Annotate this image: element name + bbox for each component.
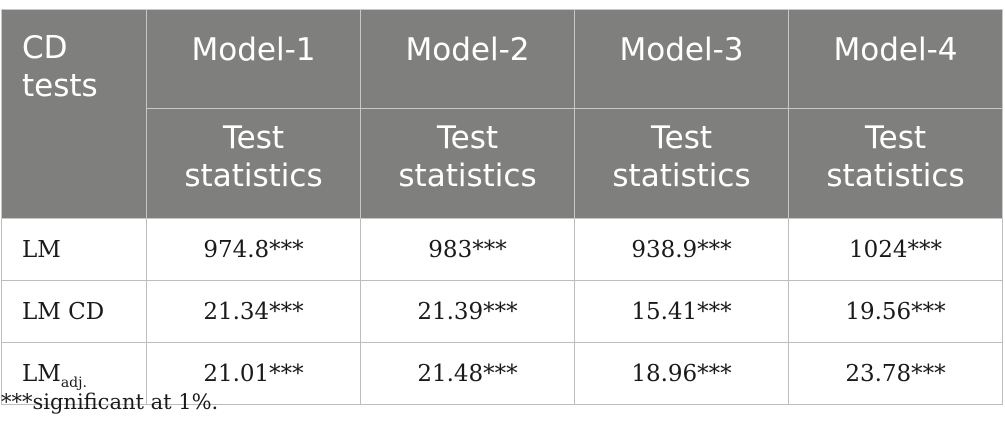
row-label: LM CD [1, 280, 147, 343]
table-cell: 21.39*** [360, 280, 575, 343]
row-label-text: LM [22, 360, 61, 387]
table-cell: 23.78*** [788, 342, 1003, 405]
stat-line2: statistics [398, 158, 537, 194]
table-cell: 15.41*** [574, 280, 789, 343]
stat-line1: Test [436, 120, 499, 156]
table-cell: 21.01*** [146, 342, 361, 405]
header-cd-tests: CD tests [1, 9, 147, 219]
table-cell: 938.9*** [574, 218, 789, 281]
header-cd-tests-line1: CD [22, 30, 68, 66]
table-cell: 1024*** [788, 218, 1003, 281]
stat-line2: statistics [612, 158, 751, 194]
stat-line2: statistics [184, 158, 323, 194]
row-label-text: LM [22, 236, 61, 263]
header-model-3: Model-3 [574, 9, 789, 109]
row-label-text: LM CD [22, 298, 105, 325]
table-cell: 983*** [360, 218, 575, 281]
row-label-subscript: adj. [60, 374, 87, 391]
stat-line2: statistics [826, 158, 965, 194]
table-footnote: ***significant at 1%. [1, 390, 219, 414]
row-label: LM [1, 218, 147, 281]
stat-line1: Test [650, 120, 713, 156]
stat-line1: Test [222, 120, 285, 156]
header-model-1: Model-1 [146, 9, 361, 109]
header-test-statistics-1: Test statistics [146, 108, 361, 219]
table-cell: 974.8*** [146, 218, 361, 281]
header-test-statistics-3: Test statistics [574, 108, 789, 219]
table-row-lm-adj: LMadj. 21.01*** 21.48*** 18.96*** 23.78*… [1, 342, 1003, 405]
table-cell: 19.56*** [788, 280, 1003, 343]
table-cell: 18.96*** [574, 342, 789, 405]
table-cell: 21.34*** [146, 280, 361, 343]
header-model-4: Model-4 [788, 9, 1003, 109]
table-cell: 21.48*** [360, 342, 575, 405]
table-row-lm-cd: LM CD 21.34*** 21.39*** 15.41*** 19.56**… [1, 280, 1003, 343]
header-model-2: Model-2 [360, 9, 575, 109]
header-test-statistics-4: Test statistics [788, 108, 1003, 219]
table-row-lm: LM 974.8*** 983*** 938.9*** 1024*** [1, 218, 1003, 281]
row-label: LMadj. [1, 342, 147, 405]
header-cd-tests-line2: tests [22, 68, 98, 104]
stat-line1: Test [864, 120, 927, 156]
header-test-statistics-2: Test statistics [360, 108, 575, 219]
cd-tests-table: CD tests Model-1 Model-2 Model-3 Model-4 … [1, 9, 1003, 405]
